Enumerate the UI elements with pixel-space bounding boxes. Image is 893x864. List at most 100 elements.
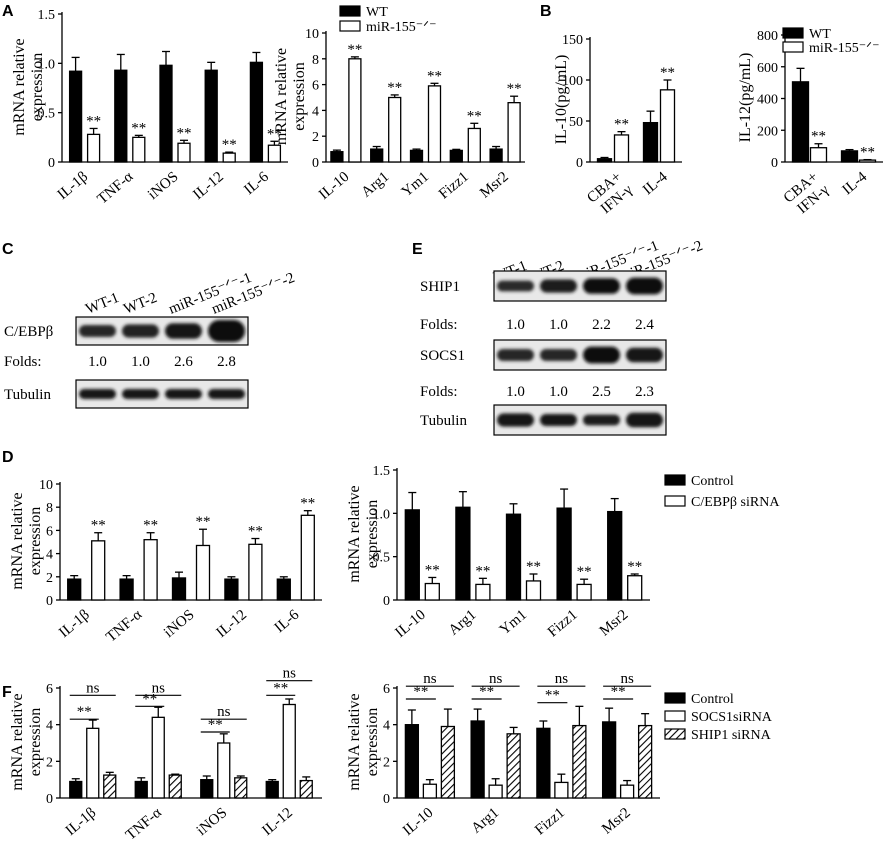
y-tick-label: 6 [46, 682, 53, 697]
bar [132, 136, 146, 163]
blot-row-label: SOCS1 [420, 348, 465, 364]
fold-value: 1.0 [88, 354, 107, 370]
bar [659, 89, 676, 163]
panel-label-c: C [2, 241, 14, 258]
bar [265, 780, 279, 799]
y-tick-label: 2 [46, 571, 53, 586]
y-tick-label: 1.0 [373, 507, 391, 522]
category-label: CBA+IFN-γ [584, 169, 636, 220]
y-tick-label: 150 [562, 33, 583, 48]
bar [67, 578, 82, 601]
y-axis-label-line: expression [27, 507, 44, 575]
bar [449, 149, 463, 163]
category-label: TNF-α [103, 607, 145, 646]
bar [159, 64, 173, 163]
bar [195, 544, 211, 601]
bracket-label: ** [208, 717, 223, 733]
significance-marker: ** [267, 126, 282, 142]
category-label: IL-10 [316, 169, 352, 203]
bar [200, 779, 214, 799]
bar [791, 81, 810, 163]
significance-marker: ** [91, 518, 106, 534]
blot-band [165, 389, 202, 399]
fold-value: 2.6 [174, 354, 193, 370]
y-tick-label: 200 [757, 124, 778, 139]
significance-marker: ** [86, 113, 101, 129]
folds-label: Folds: [4, 354, 42, 370]
bracket-label: ns [283, 666, 297, 682]
y-tick-label: 2 [46, 755, 53, 770]
fold-value: 2.5 [592, 384, 611, 400]
blot-row-label: Tubulin [4, 387, 51, 403]
bar [455, 506, 471, 601]
y-axis-label-line: expression [291, 62, 308, 130]
bar [840, 150, 859, 163]
blot-band [122, 389, 159, 399]
blot-band [79, 324, 116, 338]
bracket-label: ns [555, 671, 569, 687]
y-tick-label: 6 [312, 79, 319, 94]
significance-marker: ** [627, 559, 642, 575]
y-tick-label: 400 [757, 93, 778, 108]
bracket-label: ** [479, 684, 494, 700]
blot-band [626, 412, 663, 428]
significance-marker: ** [577, 564, 592, 580]
blot-band [208, 389, 245, 399]
category-label: TNF-α [123, 805, 165, 844]
bar [68, 70, 83, 163]
fold-value: 1.0 [506, 317, 525, 333]
blot-row-label: C/EBPβ [4, 324, 53, 340]
category-label: IL-6 [272, 606, 303, 636]
significance-marker: ** [425, 562, 440, 578]
bar [427, 85, 442, 163]
legend-swatch [664, 692, 686, 704]
y-tick-label: 2 [312, 130, 319, 145]
legend-swatch [664, 710, 686, 722]
y-tick-label: 2 [383, 755, 390, 770]
y-tick-label: 0 [383, 792, 390, 807]
significance-marker: ** [811, 129, 826, 145]
category-label: IL-4 [640, 169, 671, 199]
bar [422, 783, 438, 799]
category-label: IL-1β [55, 169, 92, 203]
bar [299, 779, 313, 799]
category-label: CBA+IFN-γ [781, 169, 833, 220]
category-label: TNF-α [95, 169, 137, 208]
significance-marker: ** [860, 145, 875, 161]
blot-row-label: SHIP1 [420, 279, 460, 295]
y-tick-label: 6 [383, 682, 390, 697]
significance-marker: ** [614, 117, 629, 133]
y-axis-label: IL-12(pg/mL) [737, 53, 754, 143]
blot-band [165, 323, 202, 339]
category-label: iNOS [145, 169, 181, 203]
legend-swatch [664, 474, 686, 486]
panel-label-d: D [2, 449, 14, 466]
y-axis-label: mRNA relativeexpression [9, 492, 44, 589]
bar [556, 507, 572, 601]
bar [134, 780, 148, 799]
bar [627, 575, 643, 601]
y-tick-label: 8 [312, 53, 319, 68]
bar [572, 724, 587, 799]
bar [440, 725, 456, 799]
blot-band [208, 320, 245, 342]
fold-value: 1.0 [549, 317, 568, 333]
legend-swatch [664, 495, 686, 507]
y-tick-label: 0 [46, 594, 53, 609]
bar [151, 716, 165, 799]
bar [143, 539, 158, 601]
category-label: IL-12 [214, 607, 250, 641]
significance-marker: ** [222, 137, 237, 153]
legend-swatch [339, 20, 361, 32]
significance-marker: ** [660, 65, 675, 81]
category-label: Ym1 [399, 169, 432, 201]
y-tick-label: 10 [39, 478, 53, 493]
bar [171, 577, 187, 601]
category-label: Arg1 [446, 607, 480, 639]
blot-row-label: Tubulin [420, 413, 467, 429]
legend-label: SHIP1 siRNA [691, 728, 772, 743]
fold-value: 2.2 [592, 317, 611, 333]
legend-label: Control [691, 692, 734, 707]
bar [404, 509, 420, 601]
blot-band [497, 280, 534, 292]
